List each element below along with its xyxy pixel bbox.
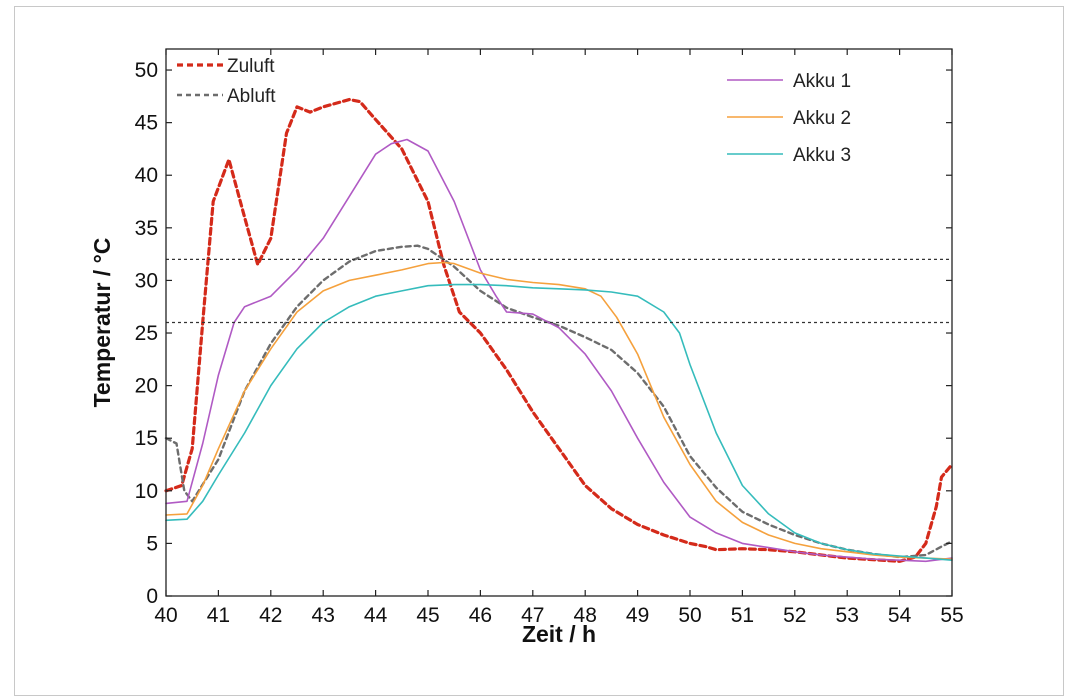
x-tick-label: 48 (574, 604, 597, 627)
legend-right: Akku 1 Akku 2 Akku 3 (727, 71, 851, 166)
plot-area (165, 48, 953, 597)
y-tick-label: 15 (135, 427, 158, 450)
x-tick-label: 53 (836, 604, 859, 627)
x-tick-label: 52 (783, 604, 806, 627)
x-tick-label: 45 (416, 604, 439, 627)
line-chart: 40 41 42 43 44 45 46 47 48 49 50 51 52 53 54 55 0 5 10 15 2… (89, 48, 964, 647)
legend-label: Akku 3 (793, 145, 851, 166)
y-tick-label: 25 (135, 322, 158, 345)
x-tick-label: 44 (364, 604, 388, 627)
figure-frame: 40 41 42 43 44 45 46 47 48 49 50 51 52 53 54 55 0 5 10 15 2… (14, 6, 1064, 696)
x-tick-label: 41 (207, 604, 230, 627)
x-axis-title: Zeit / h (522, 621, 596, 647)
x-tick-label: 54 (888, 604, 912, 627)
series-line-abluft (164, 244, 954, 559)
y-tick-label: 40 (135, 164, 158, 187)
y-tick-label: 0 (146, 585, 158, 608)
x-tick-label: 46 (469, 604, 492, 627)
series-line-akku-2 (165, 261, 953, 561)
y-tick-label: 45 (135, 112, 158, 135)
x-axis: 40 41 42 43 44 45 46 47 48 49 50 51 52 53 54 55 (154, 49, 964, 627)
y-tick-label: 30 (135, 269, 158, 292)
y-tick-label: 5 (146, 532, 158, 555)
reference-lines (166, 258, 952, 324)
x-tick-label: 51 (731, 604, 754, 627)
y-tick-label: 10 (135, 480, 158, 503)
y-axis: 0 5 10 15 20 25 30 35 40 45 50 (135, 59, 952, 608)
y-axis-title: Temperatur / °C (89, 238, 115, 408)
series-line-akku-3 (165, 283, 953, 562)
x-tick-label: 47 (521, 604, 544, 627)
series-layer (164, 97, 954, 563)
y-tick-label: 35 (135, 217, 158, 240)
legend-left: Zuluft Abluft (177, 56, 276, 107)
x-tick-label: 55 (940, 604, 963, 627)
x-tick-label: 50 (678, 604, 701, 627)
legend-label: Abluft (227, 86, 276, 107)
y-tick-label: 50 (135, 59, 158, 82)
series-line-akku-1 (165, 138, 953, 563)
x-tick-label: 43 (312, 604, 335, 627)
legend-label: Akku 2 (793, 108, 851, 129)
x-tick-label: 42 (259, 604, 282, 627)
x-tick-label: 49 (626, 604, 649, 627)
y-tick-label: 20 (135, 375, 158, 398)
legend-label: Akku 1 (793, 71, 851, 92)
legend-label: Zuluft (227, 56, 275, 77)
x-tick-label: 40 (154, 604, 177, 627)
